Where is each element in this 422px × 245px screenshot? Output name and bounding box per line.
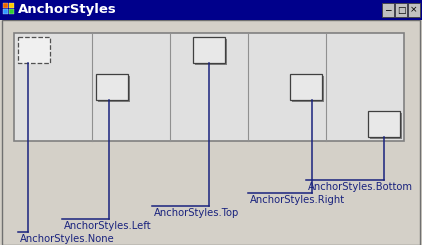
Bar <box>290 74 322 100</box>
Bar <box>408 3 420 17</box>
Bar <box>9 3 14 8</box>
Bar <box>195 39 227 65</box>
Bar <box>9 9 14 14</box>
Bar <box>382 3 394 17</box>
Text: □: □ <box>397 5 405 14</box>
Bar <box>18 37 50 63</box>
Bar <box>0 0 422 20</box>
Text: ×: × <box>410 5 418 14</box>
Bar <box>368 111 400 137</box>
Bar <box>98 76 130 102</box>
Text: AnchorStyles.Top: AnchorStyles.Top <box>154 208 239 218</box>
Text: −: − <box>384 5 392 14</box>
Text: AnchorStyles: AnchorStyles <box>18 3 117 16</box>
Text: AnchorStyles.Bottom: AnchorStyles.Bottom <box>308 182 413 192</box>
Bar <box>395 3 407 17</box>
Bar <box>14 33 404 141</box>
Bar <box>193 37 225 63</box>
Text: AnchorStyles.Left: AnchorStyles.Left <box>64 221 151 231</box>
Bar <box>292 76 324 102</box>
Text: AnchorStyles.None: AnchorStyles.None <box>20 234 115 244</box>
Bar <box>96 74 128 100</box>
Text: AnchorStyles.Right: AnchorStyles.Right <box>250 195 345 205</box>
Bar <box>3 9 8 14</box>
Bar <box>370 113 402 139</box>
Bar <box>3 3 8 8</box>
